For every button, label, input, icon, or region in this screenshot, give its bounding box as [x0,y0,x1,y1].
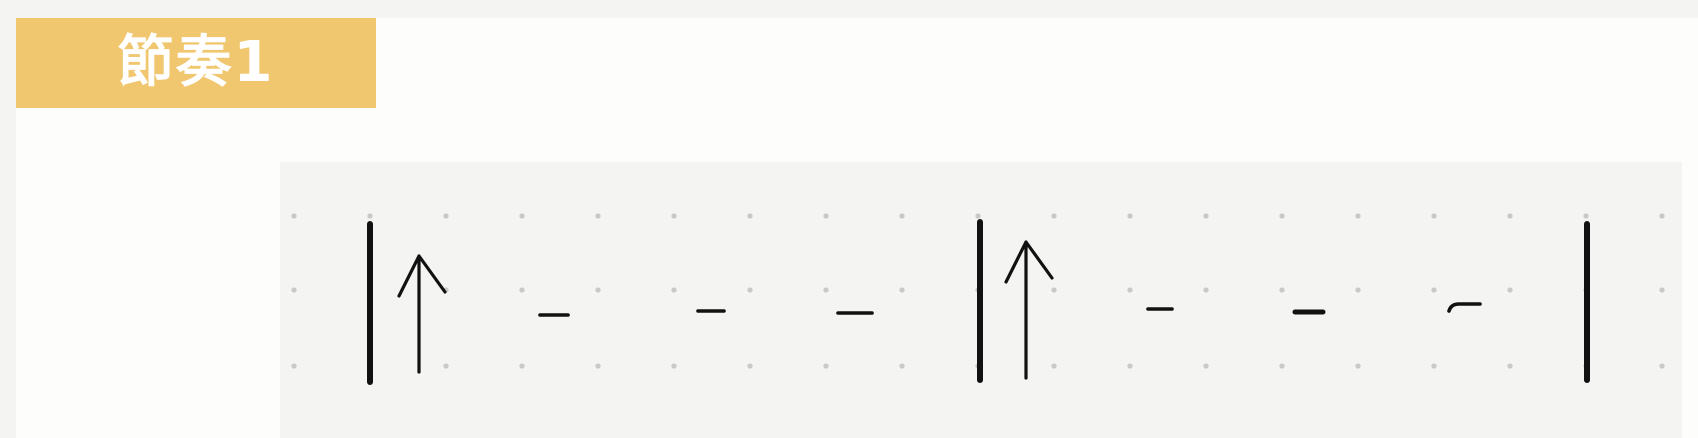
grid-dot [1127,213,1133,219]
rest-dash [1447,302,1482,313]
grid-dot [1203,287,1209,293]
up-arrow-note [397,254,447,374]
grid-dot [1431,213,1437,219]
grid-dot [1051,363,1057,369]
grid-dot [1279,363,1285,369]
grid-dot [1127,287,1133,293]
grid-dot [595,363,601,369]
grid-dot [747,213,753,219]
grid-dot [747,287,753,293]
grid-dot [1507,363,1513,369]
grid-dot [671,363,677,369]
grid-dot [291,363,297,369]
grid-dot [823,363,829,369]
grid-dot [367,213,373,219]
grid-dot [1431,363,1437,369]
grid-dot [519,287,525,293]
grid-dot [1203,363,1209,369]
grid-dot [1355,287,1361,293]
grid-dot [291,287,297,293]
up-arrow-note [1004,240,1054,380]
grid-dot [1051,213,1057,219]
title-banner: 節奏1 [16,18,376,108]
grid-dot [1583,213,1589,219]
title-text: 節奏1 [117,30,275,95]
grid-dot [1279,213,1285,219]
grid-dot [1507,287,1513,293]
grid-dot [291,213,297,219]
grid-dot [595,213,601,219]
grid-dot [899,287,905,293]
grid-dot [1203,213,1209,219]
grid-dot [1431,287,1437,293]
grid-dot [1051,287,1057,293]
grid-dot [747,363,753,369]
grid-dot [899,363,905,369]
grid-dot [1507,213,1513,219]
grid-dot [1355,363,1361,369]
grid-dot [1127,363,1133,369]
grid-dot [519,213,525,219]
grid-dot [671,213,677,219]
grid-dot [823,287,829,293]
grid-dot [975,213,981,219]
grid-dot [1659,287,1665,293]
grid-dot [671,287,677,293]
grid-dot [1279,287,1285,293]
grid-dot [1355,213,1361,219]
grid-dot [443,363,449,369]
rhythm-marks [367,219,1590,385]
grid-dot [519,363,525,369]
grid-dot [823,213,829,219]
grid-dot [443,213,449,219]
grid-dot [1659,363,1665,369]
grid-dot [899,213,905,219]
grid-dot [1659,213,1665,219]
grid-dot [595,287,601,293]
